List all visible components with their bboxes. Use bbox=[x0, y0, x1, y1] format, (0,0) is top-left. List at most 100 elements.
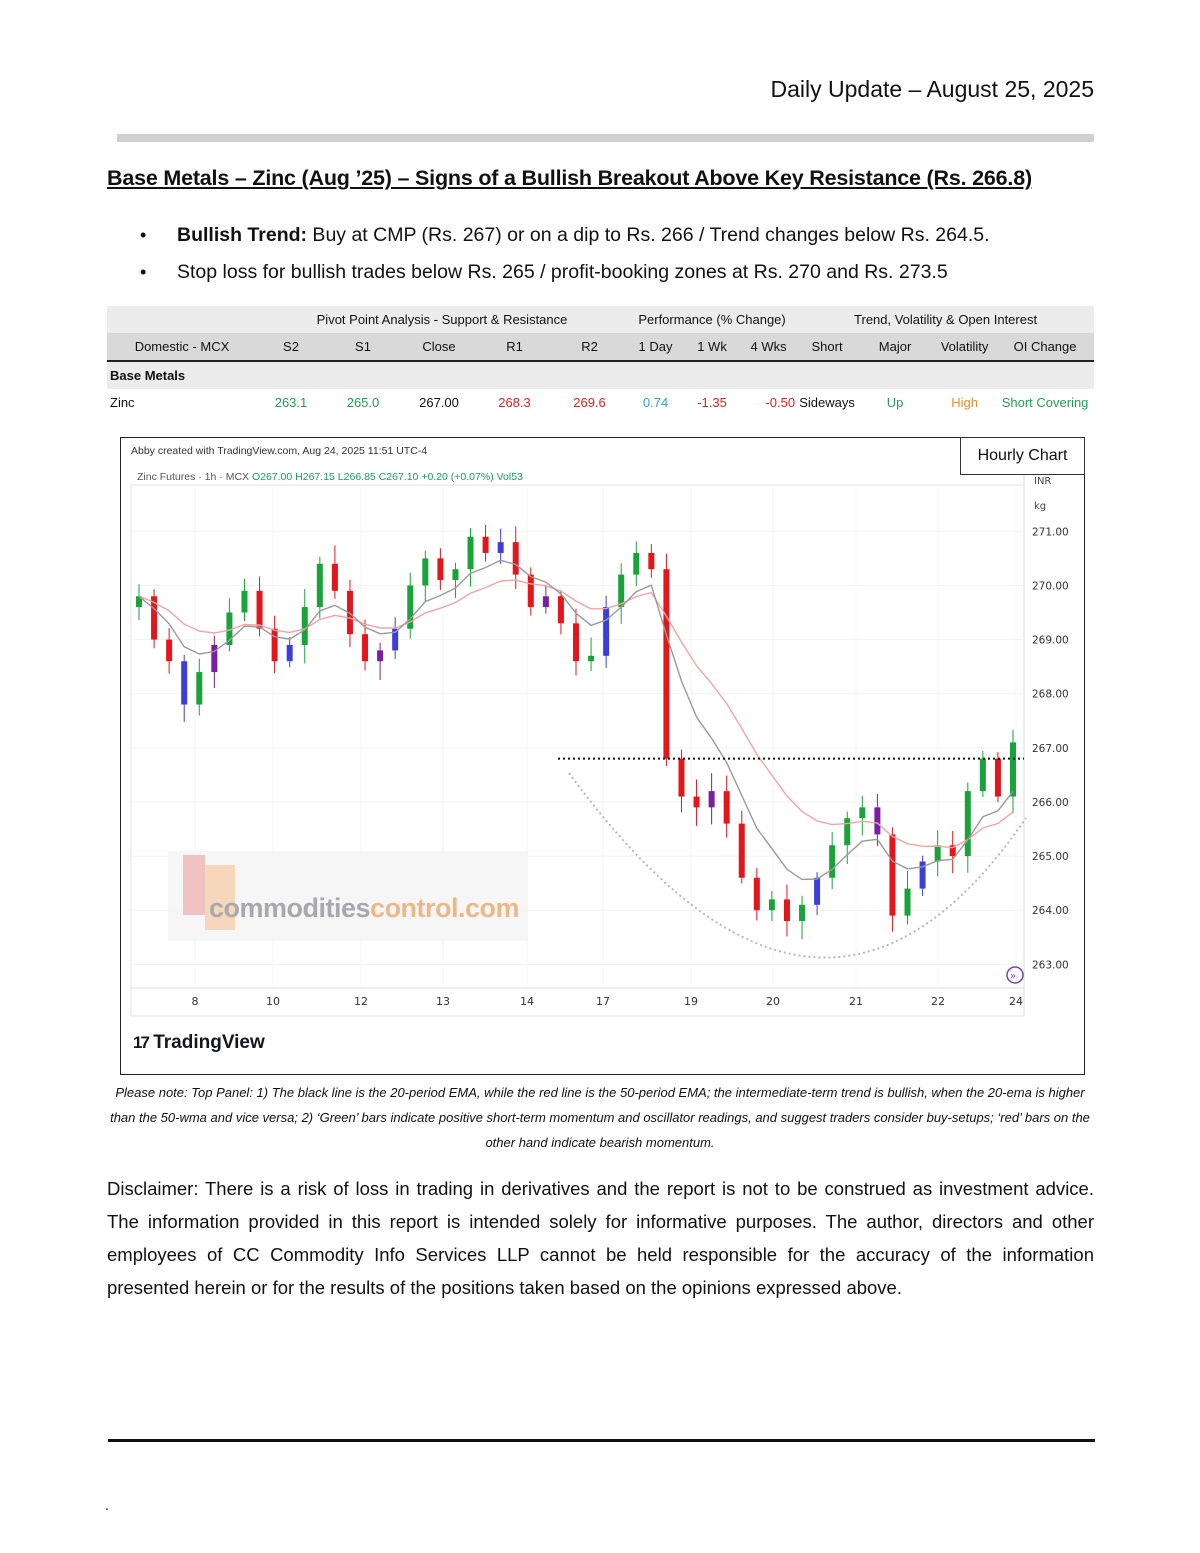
rounding-bottom-arc bbox=[568, 772, 1027, 959]
column-header-row: Domestic - MCX S2 S1 Close R1 R2 1 Day 1… bbox=[107, 333, 1095, 362]
cell-r2: 269.6 bbox=[573, 395, 606, 410]
cell-4wks: -0.50 bbox=[765, 395, 796, 410]
candle-body bbox=[542, 596, 549, 608]
watermark-logo-scale bbox=[205, 865, 235, 930]
col-header: 4 Wks bbox=[740, 333, 798, 362]
section-label: Base Metals bbox=[107, 361, 1095, 389]
col-header: 1 Day bbox=[627, 333, 685, 362]
unit-currency: INR bbox=[1034, 476, 1051, 487]
candle-body bbox=[377, 650, 384, 662]
disclaimer: Disclaimer: There is a risk of loss in t… bbox=[107, 1178, 1094, 1298]
group-pivot: Pivot Point Analysis - Support & Resista… bbox=[257, 306, 628, 333]
y-tick-label: 268.00 bbox=[1032, 689, 1069, 701]
cell-oi-change: Short Covering bbox=[1001, 395, 1089, 410]
chart-note: Please note: Top Panel: 1) The black lin… bbox=[110, 1085, 1090, 1150]
col-header: S1 bbox=[325, 333, 401, 362]
candle-body bbox=[497, 542, 504, 553]
candle-body bbox=[407, 585, 414, 629]
candle-body bbox=[316, 563, 323, 608]
candle-body bbox=[844, 818, 851, 846]
candle-body bbox=[633, 552, 640, 575]
candle-body bbox=[708, 791, 715, 808]
candle-body bbox=[527, 574, 534, 608]
candle-body bbox=[723, 791, 730, 824]
x-tick-label: 24 bbox=[1009, 995, 1023, 1008]
hourly-chart-badge: Hourly Chart bbox=[960, 437, 1085, 475]
footer-divider bbox=[108, 1439, 1095, 1442]
candle-body bbox=[889, 834, 896, 916]
ohlc-high: H267.15 bbox=[295, 471, 335, 483]
candle-body bbox=[271, 628, 278, 662]
cell-major: Up bbox=[886, 395, 904, 410]
tradingview-mark-icon: 17 bbox=[133, 1033, 150, 1052]
unit-weight: kg bbox=[1034, 501, 1046, 512]
cell-s1: 265.0 bbox=[346, 395, 380, 410]
candle-body bbox=[738, 823, 745, 878]
cell-r1: 268.3 bbox=[498, 395, 531, 410]
x-tick-label: 21 bbox=[849, 995, 863, 1008]
cell-1day: 0.74 bbox=[642, 395, 669, 410]
scroll-to-latest-icon[interactable] bbox=[1006, 966, 1024, 984]
group-trend: Trend, Volatility & Open Interest bbox=[797, 306, 1095, 333]
watermark-text: commoditiescontrol.com bbox=[209, 893, 520, 924]
y-tick-label: 270.00 bbox=[1032, 580, 1069, 592]
bullet-item: Stop loss for bullish trades below Rs. 2… bbox=[140, 259, 990, 296]
col-header: R2 bbox=[552, 333, 628, 362]
watermark-part-b: control.com bbox=[370, 893, 520, 923]
candle-body bbox=[1010, 742, 1016, 797]
cell-1wk: -1.35 bbox=[697, 395, 727, 410]
x-tick-label: 17 bbox=[596, 995, 610, 1008]
candle-body bbox=[256, 590, 263, 629]
x-tick-label: 22 bbox=[931, 995, 945, 1008]
candle-body bbox=[678, 758, 685, 797]
candle-body bbox=[151, 596, 158, 640]
x-tick-label: 10 bbox=[266, 995, 280, 1008]
y-tick-label: 264.00 bbox=[1032, 905, 1069, 917]
candle-body bbox=[136, 596, 142, 608]
col-header: S2 bbox=[257, 333, 325, 362]
candle-body bbox=[241, 590, 248, 613]
candle-body bbox=[286, 644, 293, 662]
candle-body bbox=[211, 644, 218, 673]
cell-s2: 263.1 bbox=[274, 395, 308, 410]
section-row: Base Metals bbox=[107, 361, 1095, 389]
axis-ticks: 271.00 270.00 269.00 268.00 267.00 266.00 265.… bbox=[192, 526, 1069, 1008]
y-tick-label: 266.00 bbox=[1032, 797, 1069, 809]
bullet-bold: Bullish Trend: bbox=[177, 224, 308, 246]
bullet-text: Buy at CMP (Rs. 267) or on a dip to Rs. … bbox=[307, 224, 990, 246]
cell-close: 267.00 bbox=[419, 395, 459, 410]
ema-50-line bbox=[138, 579, 1014, 849]
candle-body bbox=[422, 558, 429, 586]
chart-marks bbox=[136, 524, 1027, 959]
candle-body bbox=[226, 612, 233, 645]
pivot-table: Pivot Point Analysis - Support & Resista… bbox=[107, 306, 1095, 416]
group-performance: Performance (% Change) bbox=[627, 306, 798, 333]
candle-body bbox=[753, 877, 760, 911]
candle-body bbox=[346, 590, 353, 635]
x-tick-label: 13 bbox=[436, 995, 450, 1008]
candle-body bbox=[301, 607, 308, 645]
col-header: R1 bbox=[477, 333, 552, 362]
y-tick-label: 271.00 bbox=[1032, 526, 1069, 538]
candle-body bbox=[768, 899, 775, 911]
price-chart: 271.00 270.00 269.00 268.00 267.00 266.00 265.… bbox=[120, 437, 1085, 1075]
candle-body bbox=[663, 569, 670, 759]
candle-body bbox=[166, 639, 173, 662]
candle-body bbox=[512, 542, 519, 575]
chart-canvas: 271.00 270.00 269.00 268.00 267.00 266.00 265.… bbox=[130, 468, 1069, 1017]
candle-body bbox=[783, 899, 790, 922]
watermark-part-a: commodities bbox=[209, 893, 371, 923]
candle-body bbox=[482, 536, 489, 553]
ohlc-low: L266.85 bbox=[337, 471, 376, 483]
table-row: Zinc 263.1 265.0 267.00 268.3 269.6 0.74… bbox=[107, 389, 1094, 416]
col-header: Volatility bbox=[933, 333, 997, 362]
candle-body bbox=[693, 796, 700, 808]
bullet-item: Bullish Trend: Buy at CMP (Rs. 267) or o… bbox=[140, 222, 990, 259]
candle-body bbox=[557, 596, 564, 624]
candle-body bbox=[964, 791, 971, 857]
ohlc-open: O267.00 bbox=[251, 471, 293, 483]
candle-body bbox=[859, 807, 866, 819]
col-header: Major bbox=[857, 333, 934, 362]
x-tick-label: 8 bbox=[192, 995, 199, 1008]
header-divider bbox=[117, 134, 1094, 142]
